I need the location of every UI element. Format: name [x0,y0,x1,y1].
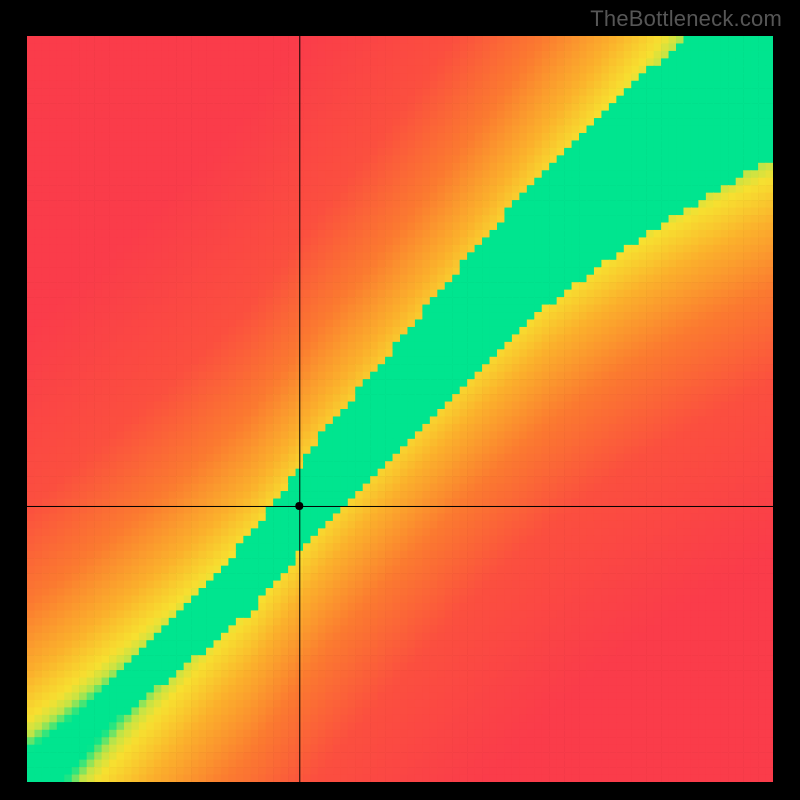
heatmap-canvas [27,36,773,782]
watermark-text: TheBottleneck.com [590,6,782,32]
plot-area [27,36,773,782]
